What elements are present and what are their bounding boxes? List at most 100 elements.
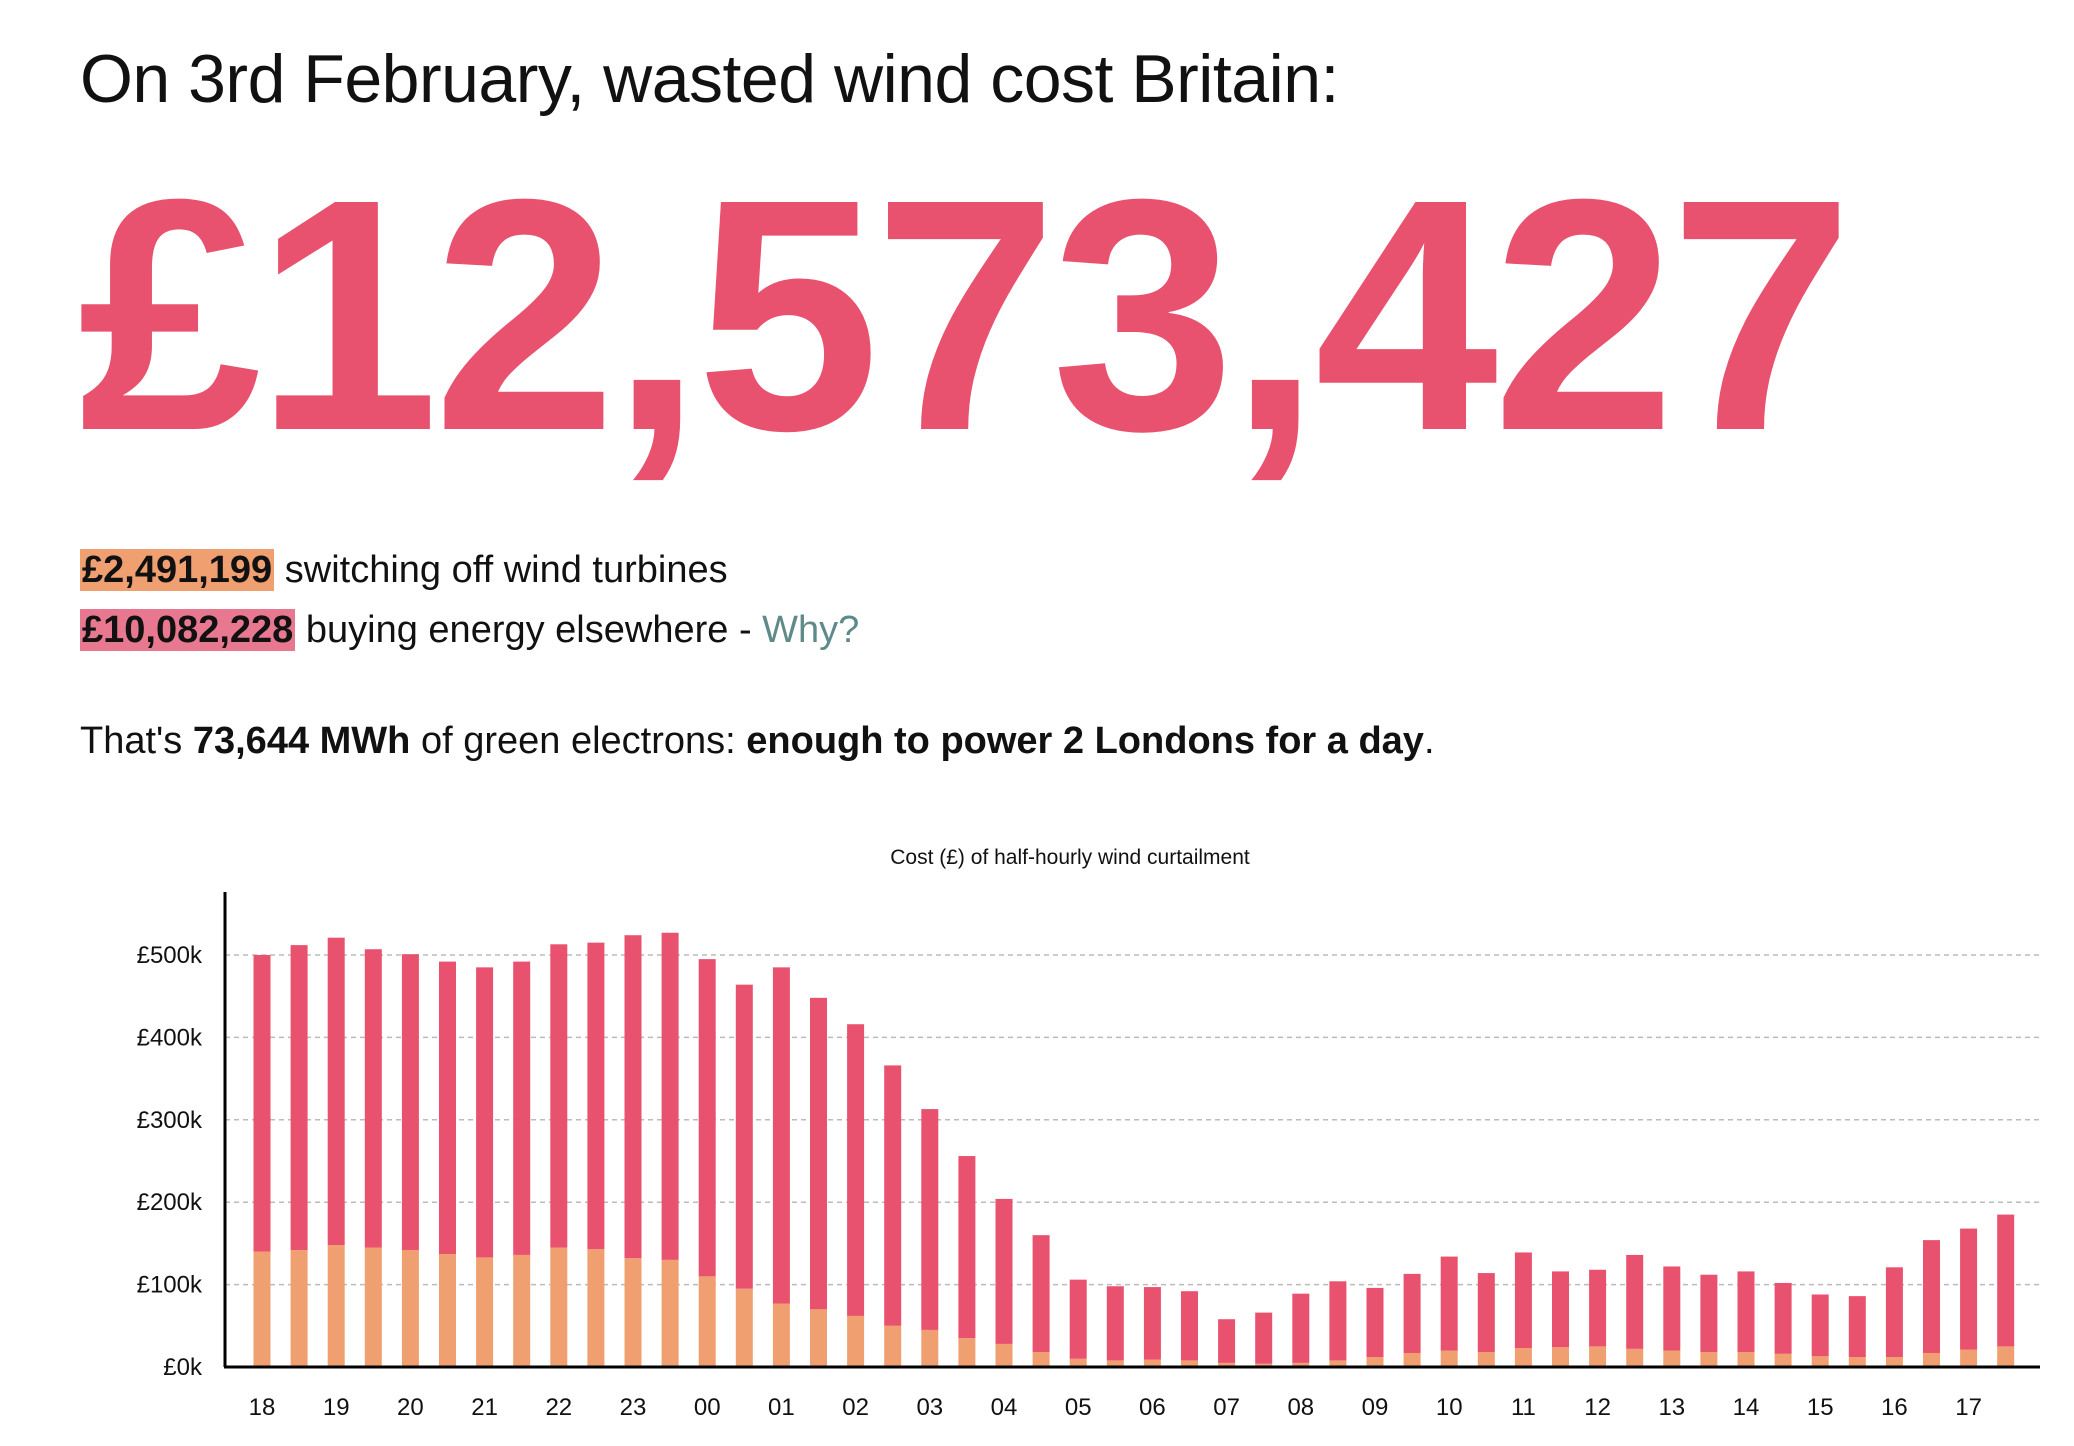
- bar-replace: [1774, 1282, 1792, 1354]
- bar-replace: [327, 937, 345, 1246]
- bar-curtail: [698, 1276, 716, 1367]
- bar-replace: [1811, 1294, 1829, 1357]
- bar-replace: [1292, 1293, 1310, 1363]
- x-tick-label: 16: [1881, 1394, 1908, 1421]
- bar-curtail: [1292, 1362, 1310, 1367]
- bar-replace: [290, 945, 308, 1250]
- bar-replace: [810, 997, 827, 1310]
- bar-replace: [1069, 1279, 1087, 1359]
- bar-curtail: [327, 1245, 345, 1367]
- bar-curtail: [958, 1338, 976, 1367]
- bar-curtail: [1069, 1358, 1087, 1367]
- bar-replace: [587, 942, 605, 1250]
- y-tick-label: £500k: [137, 942, 203, 969]
- bar-curtail: [1997, 1346, 2015, 1367]
- x-tick-label: 11: [1511, 1394, 1536, 1421]
- x-tick-label: 02: [842, 1394, 869, 1421]
- bar-replace: [624, 935, 642, 1259]
- total-cost: £12,573,427: [78, 130, 1853, 499]
- bar-curtail: [253, 1251, 271, 1367]
- bar-replace: [1848, 1296, 1866, 1358]
- bar-curtail: [810, 1309, 827, 1367]
- bar-curtail: [735, 1288, 753, 1367]
- bar-replace: [1589, 1269, 1607, 1347]
- bar-curtail: [1032, 1352, 1050, 1367]
- bar-replace: [735, 984, 753, 1289]
- bar-curtail: [513, 1254, 531, 1367]
- bar-replace: [1106, 1286, 1124, 1361]
- bar-curtail: [1106, 1360, 1124, 1367]
- summary-middle: of green electrons:: [420, 720, 736, 762]
- bar-curtail: [1626, 1348, 1644, 1367]
- axis-labels: £0k £100k £200k £300k £400k £500k 18 19 20 21 22 23…: [137, 942, 1982, 1421]
- replace-row: £10,082,228 buying energy elsewhere - Wh…: [80, 600, 859, 660]
- curtail-row: £2,491,199 switching off wind turbines: [80, 540, 859, 600]
- bar-curtail: [1218, 1362, 1236, 1367]
- y-tick-label: £100k: [137, 1272, 203, 1299]
- bar-replace: [847, 1024, 865, 1316]
- x-tick-label: 10: [1436, 1394, 1463, 1421]
- x-tick-label: 08: [1287, 1394, 1314, 1421]
- bar-replace: [1403, 1273, 1421, 1353]
- x-tick-label: 14: [1733, 1394, 1760, 1421]
- bar-replace: [1663, 1266, 1681, 1351]
- curtailment-chart: Cost (£) of half-hourly wind curtailment…: [137, 846, 2040, 1421]
- bar-curtail: [1811, 1356, 1829, 1367]
- bar-curtail: [661, 1259, 679, 1367]
- bar-curtail: [439, 1254, 456, 1367]
- bar-curtail: [1589, 1346, 1607, 1367]
- bar-replace: [698, 959, 716, 1277]
- bar-curtail: [1477, 1352, 1495, 1367]
- bar-replace: [1885, 1267, 1903, 1358]
- bar-replace: [1514, 1252, 1532, 1349]
- summary-energy: 73,644 MWh: [192, 720, 411, 762]
- bar-curtail: [1143, 1359, 1161, 1367]
- bar-curtail: [1514, 1348, 1532, 1367]
- headline: On 3rd February, wasted wind cost Britai…: [80, 41, 1339, 117]
- bar-curtail: [1700, 1352, 1718, 1367]
- bar-replace: [772, 967, 790, 1304]
- bar-curtail: [995, 1343, 1013, 1367]
- bar-replace: [661, 932, 679, 1260]
- bar-replace: [1440, 1256, 1458, 1351]
- bar-replace: [1218, 1319, 1236, 1363]
- bar-curtail: [401, 1249, 419, 1367]
- bar-replace: [550, 944, 568, 1248]
- bar-curtail: [1552, 1347, 1569, 1367]
- x-tick-label: 21: [471, 1394, 498, 1421]
- bar-curtail: [1329, 1360, 1347, 1367]
- bar-curtail: [587, 1249, 605, 1367]
- bar-replace: [921, 1109, 939, 1330]
- bar-replace: [1737, 1271, 1755, 1353]
- summary-prefix: That's: [80, 720, 183, 762]
- why-link[interactable]: Why?: [762, 609, 860, 651]
- y-tick-label: £200k: [137, 1189, 203, 1216]
- summary-comparison: enough to power 2 Londons for a day: [746, 720, 1424, 762]
- bar-curtail: [1403, 1352, 1421, 1367]
- replace-text: buying energy elsewhere -: [305, 609, 752, 651]
- bar-replace: [958, 1156, 976, 1339]
- y-tick-label: £300k: [137, 1107, 203, 1134]
- x-tick-label: 05: [1065, 1394, 1092, 1421]
- bar-curtail: [884, 1325, 902, 1367]
- y-tick-label: £400k: [137, 1024, 203, 1051]
- bar-curtail: [290, 1249, 308, 1367]
- bar-replace: [476, 967, 494, 1258]
- x-tick-label: 12: [1584, 1394, 1611, 1421]
- bar-curtail: [921, 1329, 939, 1367]
- bar-curtail: [550, 1247, 568, 1367]
- bar-replace: [253, 955, 271, 1252]
- summary-suffix: .: [1423, 720, 1435, 762]
- curtail-text: switching off wind turbines: [284, 549, 728, 591]
- bar-curtail: [624, 1258, 642, 1367]
- bar-curtail: [1737, 1352, 1755, 1367]
- bars-layer: [253, 932, 2015, 1367]
- x-tick-label: 13: [1658, 1394, 1685, 1421]
- bar-curtail: [364, 1247, 382, 1367]
- curtail-amount: £2,491,199: [80, 549, 275, 591]
- bar-curtail: [847, 1315, 865, 1367]
- summary-sentence: That's 73,644 MWh of green electrons: en…: [80, 720, 1435, 763]
- cost-breakdown: £2,491,199 switching off wind turbines £…: [80, 540, 859, 660]
- x-tick-label: 17: [1955, 1394, 1982, 1421]
- bar-replace: [401, 954, 419, 1250]
